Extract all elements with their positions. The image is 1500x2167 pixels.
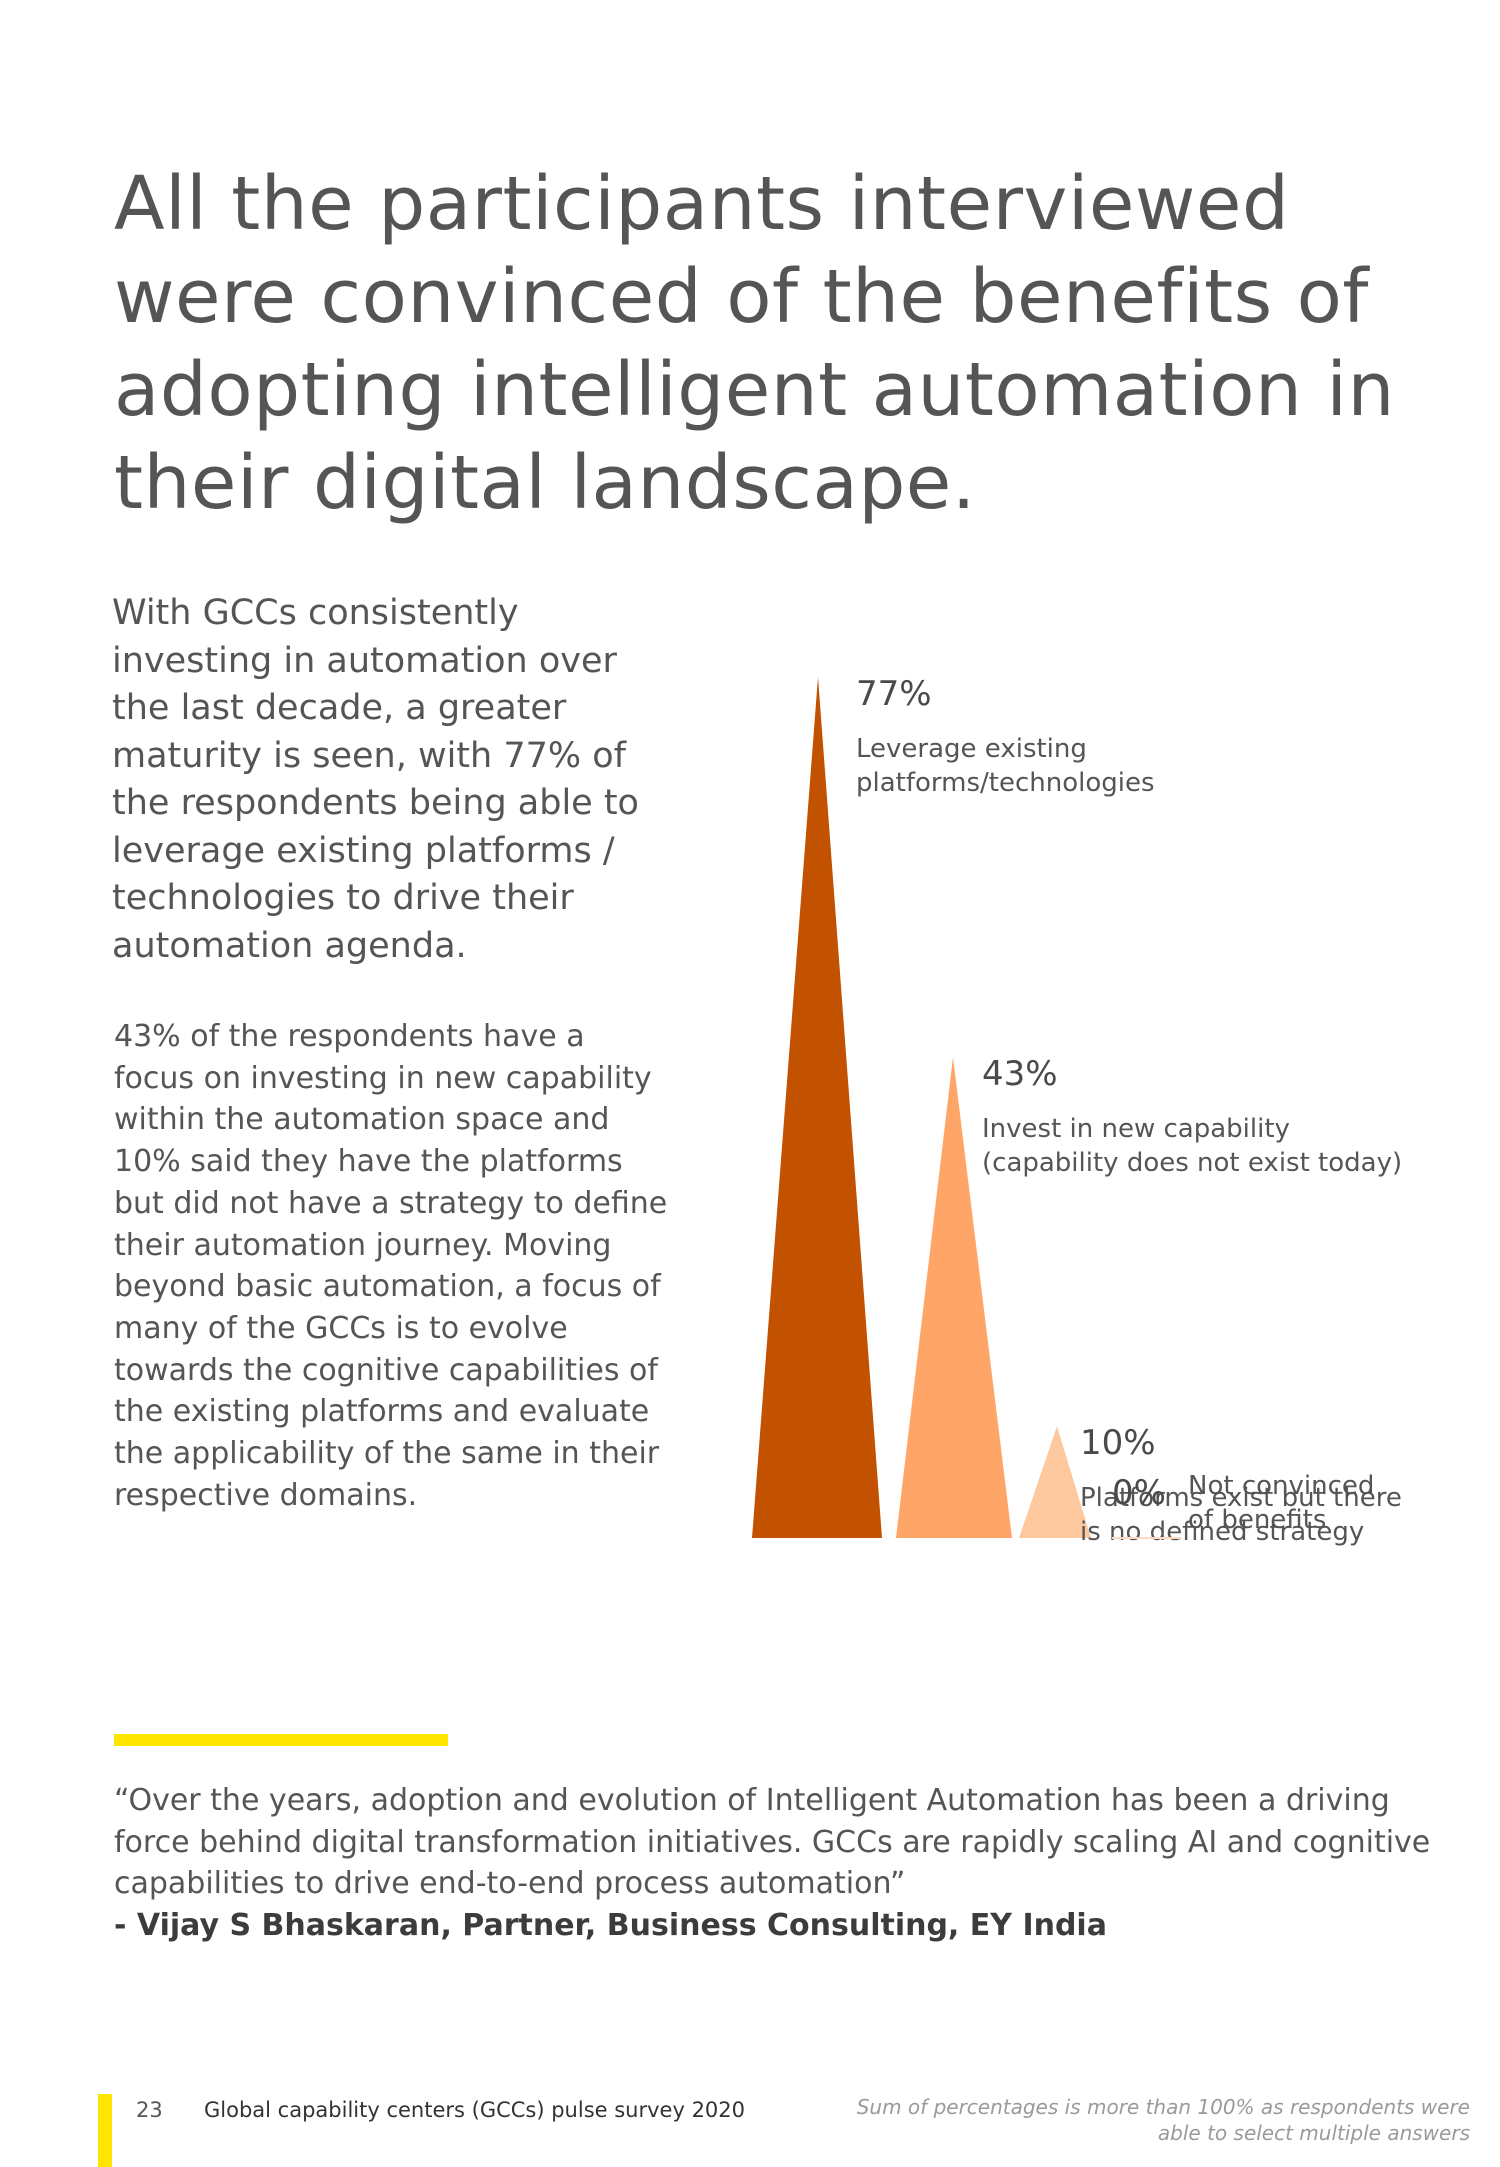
quote-accent-bar [114, 1734, 448, 1746]
footer-accent-bar [98, 2094, 112, 2167]
category-label-1: Leverage existing platforms/technologies [856, 734, 1155, 798]
triangle-bar-2 [896, 1057, 1012, 1538]
quote-attribution: - Vijay S Bhaskaran, Partner, Business C… [114, 1908, 1107, 1943]
triangle-bar-chart: 77% Leverage existing platforms/technologi… [752, 674, 1402, 1547]
category-label-4: Not convinced of benefits [1188, 1471, 1374, 1535]
triangle-bar-3 [1019, 1426, 1091, 1538]
intro-paragraph: With GCCs consistently investing in auto… [112, 593, 639, 966]
category-label-3: Platforms exist but there is no defined s… [1080, 1483, 1402, 1547]
body-paragraph: 43% of the respondents have a focus on i… [114, 1019, 668, 1513]
value-label-4: 0% [1112, 1473, 1166, 1513]
footer-title: Global capability centers (GCCs) pulse s… [204, 2098, 746, 2122]
value-label-1: 77% [856, 674, 932, 714]
quote-text: “Over the years, adoption and evolution … [114, 1783, 1431, 1901]
triangle-bar-1 [752, 677, 882, 1538]
value-label-2: 43% [982, 1054, 1058, 1094]
category-label-2: Invest in new capability (capability does… [982, 1114, 1402, 1178]
page-headline: All the participants interviewed were co… [114, 161, 1395, 526]
page-number: 23 [136, 2098, 163, 2122]
value-label-3: 10% [1080, 1423, 1156, 1463]
footnote: Sum of percentages is more than 100% as … [856, 2095, 1470, 2145]
